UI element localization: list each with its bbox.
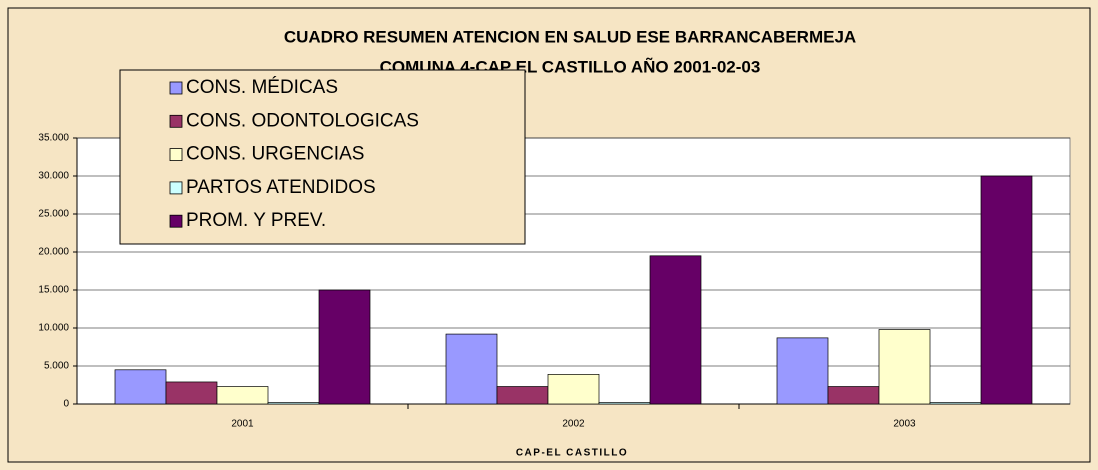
bar (496, 386, 549, 405)
bar (827, 386, 880, 405)
bar (929, 402, 982, 405)
legend-label: PARTOS ATENDIDOS (186, 177, 376, 198)
bar (776, 337, 829, 405)
y-tick-label: 30.000 (38, 171, 69, 182)
bar (445, 333, 498, 405)
bar (114, 369, 167, 405)
legend-swatch (169, 214, 183, 228)
y-tick-label: 20.000 (38, 247, 69, 258)
chart-title: CUADRO RESUMEN ATENCION EN SALUD ESE BAR… (284, 27, 856, 46)
bar (878, 329, 931, 405)
bar (980, 175, 1033, 405)
bar (165, 381, 218, 405)
legend-label: CONS. MÉDICAS (186, 77, 338, 98)
x-tick-label: 2001 (231, 419, 254, 430)
x-tick-label: 2003 (893, 419, 916, 430)
legend-swatch (169, 148, 183, 162)
bar (267, 402, 320, 405)
legend-label: CONS. URGENCIAS (186, 144, 364, 165)
legend-swatch (169, 81, 183, 95)
bar (318, 289, 371, 405)
legend-swatch (169, 181, 183, 195)
bar (547, 374, 600, 405)
legend-box (119, 69, 526, 245)
y-tick-label: 0 (63, 399, 69, 410)
y-tick-label: 25.000 (38, 209, 69, 220)
y-tick-label: 35.000 (38, 133, 69, 144)
bar (216, 386, 269, 405)
x-axis-title: CAP-EL CASTILLO (516, 448, 628, 459)
y-tick-label: 5.000 (44, 361, 69, 372)
y-tick-label: 15.000 (38, 285, 69, 296)
y-tick-label: 10.000 (38, 323, 69, 334)
legend-label: PROM. Y PREV. (186, 210, 326, 231)
x-tick-label: 2002 (562, 419, 585, 430)
legend-swatch (169, 114, 183, 128)
legend-label: CONS. ODONTOLOGICAS (186, 110, 419, 131)
bar (649, 255, 702, 405)
bar (598, 402, 651, 405)
